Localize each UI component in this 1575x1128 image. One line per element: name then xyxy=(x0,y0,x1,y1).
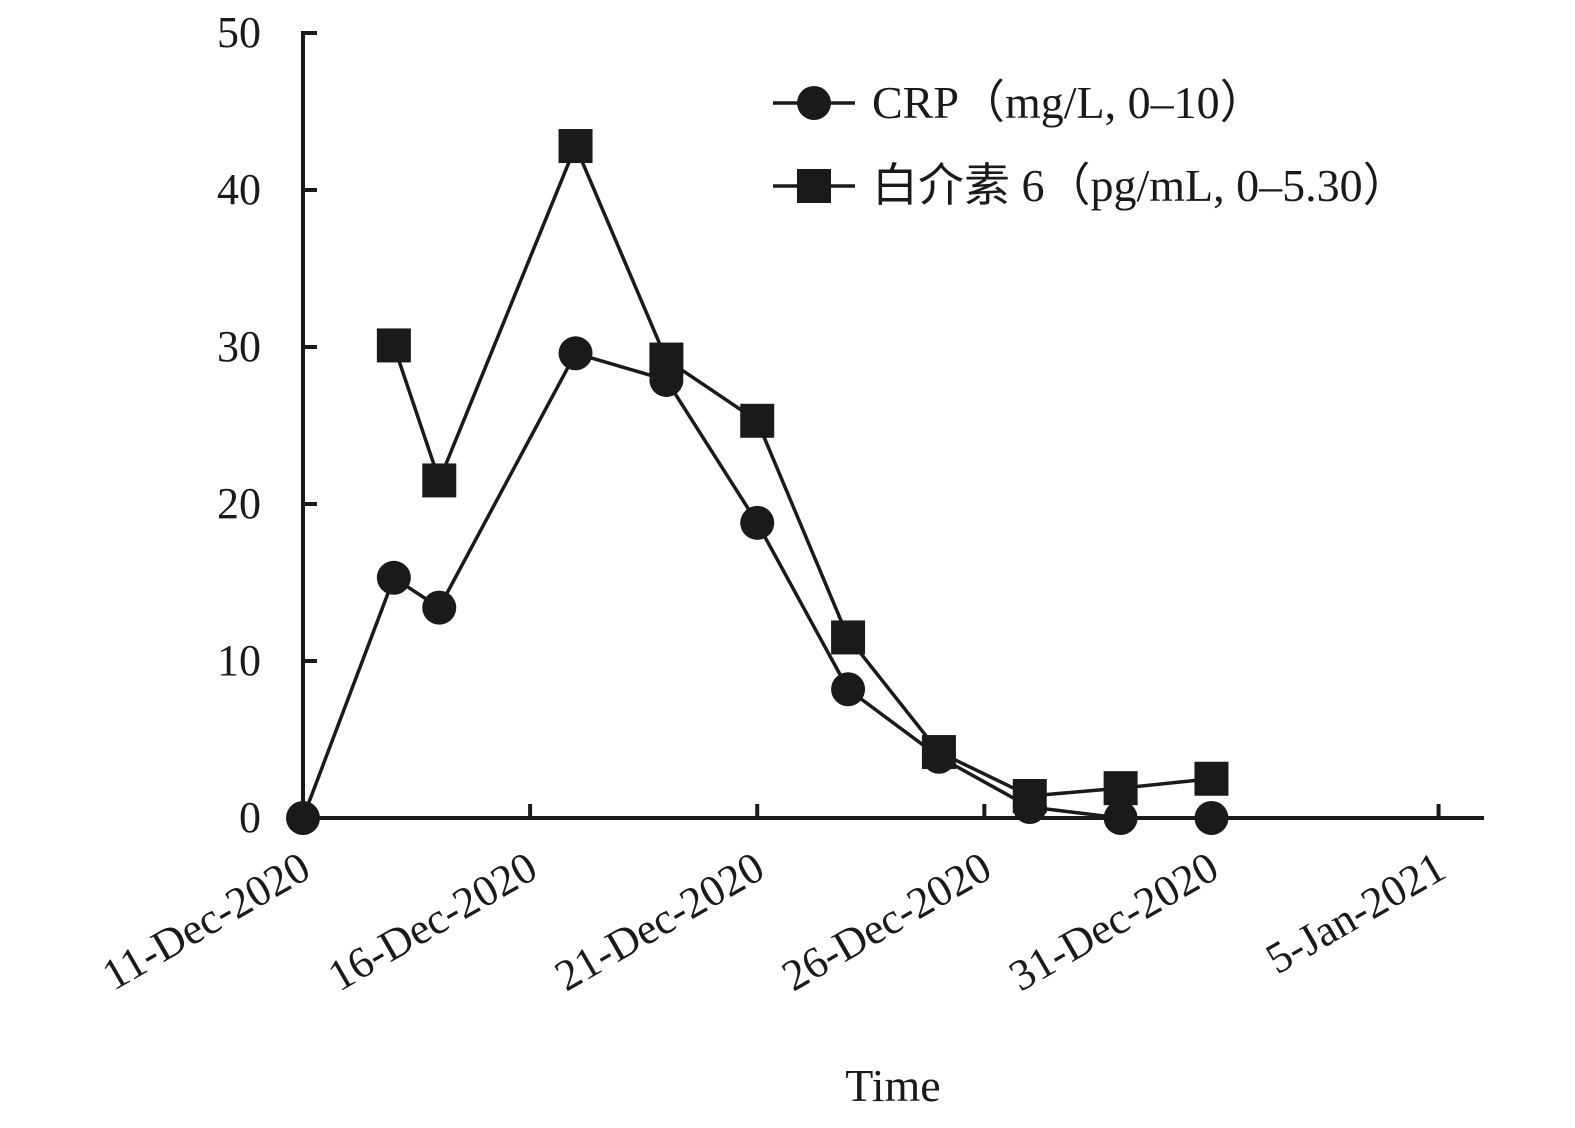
x-tick-label: 21-Dec-2020 xyxy=(547,842,773,1001)
data-point-circle xyxy=(558,336,593,371)
x-tick-label: 26-Dec-2020 xyxy=(774,842,1000,1001)
legend-label: 白介素 6（pg/mL, 0–5.30） xyxy=(872,160,1409,211)
x-tick-label: 11-Dec-2020 xyxy=(94,842,318,1000)
legend-entry: CRP（mg/L, 0–10） xyxy=(773,77,1266,128)
legend-label: CRP（mg/L, 0–10） xyxy=(872,77,1266,128)
data-point-square xyxy=(649,342,684,377)
x-tick-label: 16-Dec-2020 xyxy=(320,842,546,1001)
series-layer xyxy=(286,129,1229,835)
data-point-square xyxy=(558,129,593,164)
y-tick-label: 30 xyxy=(217,322,261,371)
legend-entry: 白介素 6（pg/mL, 0–5.30） xyxy=(773,160,1409,211)
series-line xyxy=(392,144,1212,798)
y-tick-label: 50 xyxy=(217,8,261,57)
y-tick-label: 0 xyxy=(239,793,261,842)
data-point-circle xyxy=(376,560,411,595)
legend-marker-circle xyxy=(797,86,831,120)
data-point-square xyxy=(831,620,866,655)
data-point-circle xyxy=(1103,801,1138,835)
data-point-circle xyxy=(286,801,320,835)
data-point-square xyxy=(1012,779,1047,814)
legend-marker-square xyxy=(797,169,831,203)
y-tick-label: 10 xyxy=(217,636,261,685)
y-tick-label: 20 xyxy=(217,479,261,528)
y-tick-label: 40 xyxy=(217,165,261,214)
series-il6 xyxy=(376,129,1229,814)
x-axis-title: Time xyxy=(845,1060,940,1111)
x-tick-label: 5-Jan-2021 xyxy=(1258,842,1454,983)
x-tick-label: 31-Dec-2020 xyxy=(1001,842,1227,1001)
data-point-square xyxy=(1194,761,1229,796)
data-point-circle xyxy=(831,672,866,707)
legend: CRP（mg/L, 0–10） 白介素 6（pg/mL, 0–5.30） xyxy=(773,77,1409,211)
axes: 0 10 20 30 40 50 11-Dec-2020 16-Dec-2020 21-Dec-… xyxy=(94,8,1484,1001)
data-point-square xyxy=(1103,771,1138,806)
data-point-square xyxy=(921,735,956,770)
data-point-square xyxy=(740,403,775,438)
data-point-circle xyxy=(422,590,457,625)
data-point-circle xyxy=(740,505,775,540)
data-point-square xyxy=(376,328,411,363)
data-point-circle xyxy=(1194,801,1229,835)
data-point-square xyxy=(422,463,457,498)
